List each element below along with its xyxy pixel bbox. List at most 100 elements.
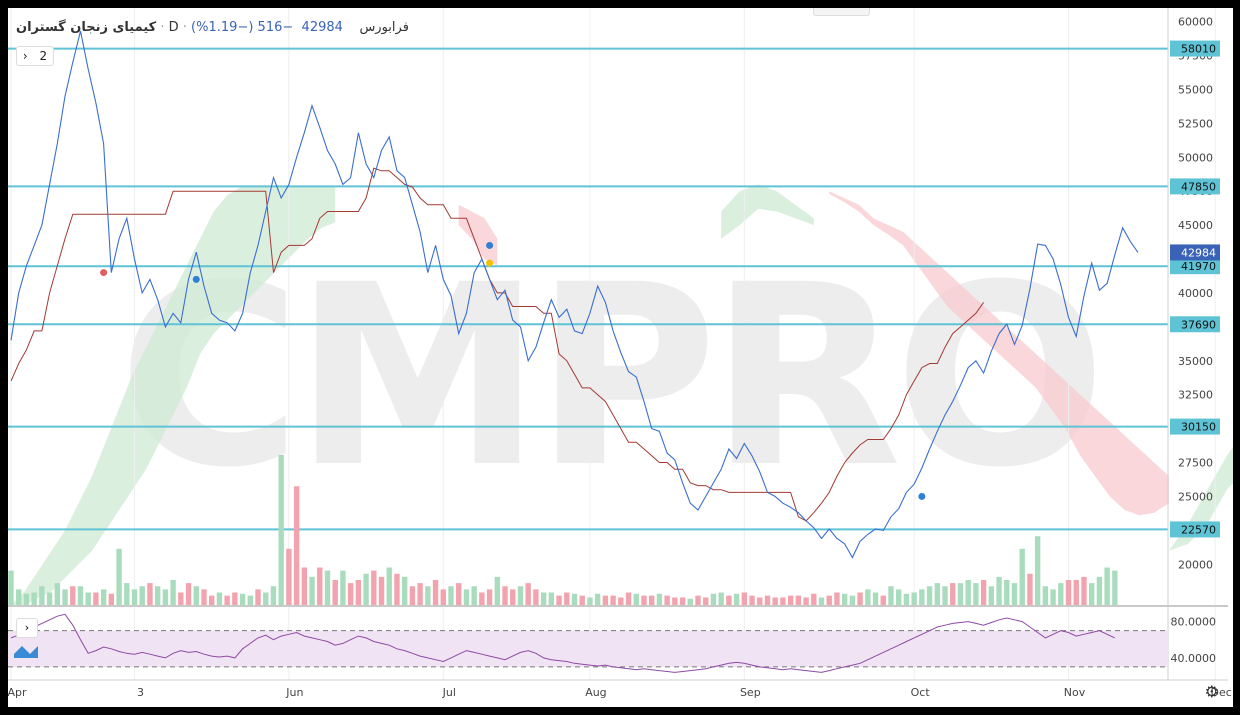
volume-bar bbox=[865, 589, 871, 605]
volume-bar bbox=[301, 567, 308, 605]
current-price-label: 42984 bbox=[1181, 246, 1216, 259]
volume-bar bbox=[579, 595, 585, 605]
volume-bar bbox=[371, 570, 377, 605]
level-price-tag bbox=[1170, 40, 1220, 57]
volume-bar bbox=[456, 583, 462, 605]
volume-bar bbox=[533, 589, 539, 605]
volume-bar bbox=[70, 586, 76, 605]
volume-bar bbox=[896, 589, 902, 605]
volume-bar bbox=[919, 589, 925, 605]
rsi-band bbox=[8, 630, 1168, 667]
volume-bar bbox=[1104, 567, 1110, 605]
price-tick-label: 40000 bbox=[1178, 287, 1213, 300]
volume-bar bbox=[170, 580, 176, 605]
time-tick-label: Jul bbox=[442, 686, 456, 699]
volume-bar bbox=[1058, 583, 1064, 605]
time-tick-label: Nov bbox=[1064, 686, 1086, 699]
volume-bar bbox=[618, 597, 624, 605]
separator-2: · bbox=[182, 20, 187, 35]
volume-bar bbox=[510, 589, 516, 605]
level-price-tag-label: 37690 bbox=[1181, 318, 1216, 331]
volume-bar bbox=[263, 592, 269, 605]
volume-bar bbox=[286, 548, 292, 605]
volume-bar bbox=[811, 593, 817, 605]
level-price-tag-label: 22570 bbox=[1181, 523, 1216, 536]
volume-bar bbox=[1050, 589, 1056, 605]
gear-icon[interactable]: ⚙ bbox=[1204, 682, 1219, 701]
volume-bar bbox=[571, 593, 578, 605]
volume-bar bbox=[1096, 576, 1103, 605]
exchange-label: فرابورس bbox=[359, 20, 409, 35]
price-tick-label: 32500 bbox=[1178, 389, 1213, 402]
chart-canvas[interactable]: CMPRO60000575005500052500500004750045000… bbox=[8, 8, 1233, 707]
time-tick-label: Dec bbox=[1211, 686, 1232, 699]
volume-bar bbox=[139, 586, 145, 605]
price-tick-label: 20000 bbox=[1178, 558, 1213, 571]
top-toolbar-handle[interactable] bbox=[813, 8, 870, 16]
volume-bar bbox=[23, 593, 30, 605]
rsi-collapse-button[interactable]: › bbox=[16, 618, 38, 638]
volume-bar bbox=[726, 595, 732, 605]
volume-bar bbox=[31, 592, 37, 605]
volume-bar bbox=[8, 570, 14, 605]
level-price-tag bbox=[1170, 258, 1220, 275]
volume-bar bbox=[826, 595, 832, 605]
level-price-tag bbox=[1170, 178, 1220, 195]
volume-bar bbox=[795, 595, 802, 605]
volume-bar bbox=[116, 548, 122, 605]
volume-bar bbox=[803, 597, 809, 605]
symbol-name[interactable]: کیمیای زنجان گستران bbox=[16, 20, 157, 35]
volume-bar bbox=[239, 593, 246, 605]
volume-bar bbox=[965, 580, 971, 605]
volume-bar bbox=[703, 597, 709, 605]
volume-bar bbox=[147, 583, 153, 605]
volume-bar bbox=[888, 586, 894, 605]
volume-bar bbox=[926, 586, 933, 605]
indicator-count: 2 bbox=[39, 49, 48, 63]
rsi-tick-label: 80.0000 bbox=[1171, 616, 1217, 629]
signal-marker bbox=[192, 275, 200, 283]
volume-bar bbox=[162, 589, 169, 605]
level-price-tag bbox=[1170, 418, 1220, 435]
volume-bar bbox=[216, 592, 223, 605]
volume-bar bbox=[772, 597, 778, 605]
volume-bar bbox=[494, 576, 500, 605]
volume-bar bbox=[911, 592, 917, 605]
interval-label[interactable]: D bbox=[168, 20, 179, 35]
volume-bar bbox=[332, 580, 338, 605]
volume-bar bbox=[849, 595, 856, 605]
signal-marker bbox=[100, 269, 108, 277]
price-tick-label: 27500 bbox=[1178, 457, 1213, 470]
signal-marker bbox=[486, 259, 494, 267]
volume-bar bbox=[564, 592, 570, 605]
chevron-right-icon: › bbox=[22, 49, 28, 63]
volume-bar bbox=[201, 589, 207, 605]
price-tick-label: 35000 bbox=[1178, 355, 1213, 368]
volume-bar bbox=[1027, 573, 1033, 605]
volume-bar bbox=[649, 595, 655, 605]
volume-bar bbox=[278, 455, 284, 605]
price-line bbox=[10, 30, 1139, 559]
volume-bar bbox=[340, 570, 346, 605]
volume-bar bbox=[62, 589, 68, 605]
price-tick-label: 60000 bbox=[1178, 16, 1213, 29]
volume-bar bbox=[957, 583, 964, 605]
volume-bar bbox=[764, 595, 771, 605]
volume-bar bbox=[594, 593, 601, 605]
time-tick-label: Jun bbox=[285, 686, 303, 699]
volume-bar bbox=[85, 592, 91, 605]
indicator-collapse-button[interactable]: › 2 bbox=[16, 46, 54, 66]
level-price-tag bbox=[1170, 521, 1220, 538]
volume-bar bbox=[317, 567, 323, 605]
level-price-tag bbox=[1170, 316, 1220, 333]
volume-bar bbox=[540, 592, 547, 605]
volume-bar bbox=[108, 593, 115, 605]
volume-bar bbox=[679, 597, 686, 605]
volume-bar bbox=[394, 573, 400, 605]
signal-marker bbox=[918, 492, 926, 500]
volume-bar bbox=[178, 592, 184, 605]
price-tick-label: 50000 bbox=[1178, 151, 1213, 164]
chart-frame: CMPRO60000575005500052500500004750045000… bbox=[8, 8, 1233, 707]
volume-bar bbox=[548, 592, 555, 605]
volume-bar bbox=[556, 595, 562, 605]
